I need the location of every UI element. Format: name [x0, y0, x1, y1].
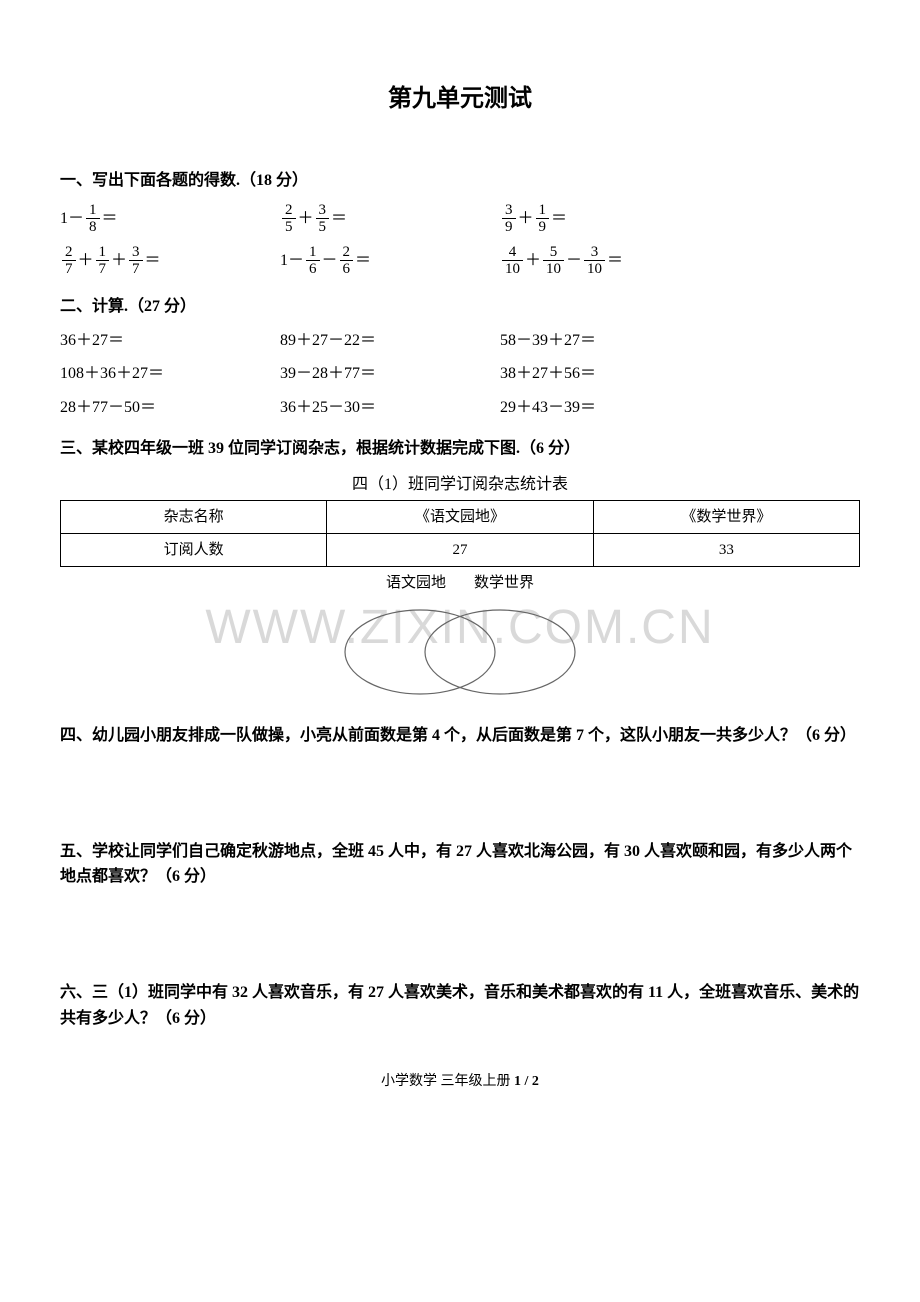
page-footer: 小学数学 三年级上册 1 / 2	[60, 1071, 860, 1093]
venn-left-ellipse	[345, 610, 495, 694]
s2-cell: 89＋27－22＝	[280, 328, 500, 354]
table-cell: 《语文园地》	[327, 500, 593, 533]
s1-r2-c3: 410＋510－310＝	[500, 244, 720, 278]
footer-subject: 小学数学 三年级上册	[381, 1074, 511, 1089]
s2-cell: 29＋43－39＝	[500, 395, 720, 421]
table-cell: 《数学世界》	[593, 500, 859, 533]
s1-row-2: 27＋17＋37＝ 1－16－26＝ 410＋510－310＝	[60, 244, 860, 278]
s2-cell: 58－39＋27＝	[500, 328, 720, 354]
table-cell: 27	[327, 533, 593, 566]
s2-cell: 39－28＋77＝	[280, 361, 500, 387]
s2-cell: 36＋27＝	[60, 328, 280, 354]
venn-label-right: 数学世界	[474, 571, 534, 595]
venn-diagram	[320, 597, 600, 697]
footer-page-number: 1 / 2	[514, 1074, 539, 1089]
table-row: 杂志名称 《语文园地》 《数学世界》	[61, 500, 860, 533]
page-title: 第九单元测试	[60, 80, 860, 118]
venn-diagram-container: 语文园地 数学世界	[60, 571, 860, 706]
s2-cell: 28＋77－50＝	[60, 395, 280, 421]
table-cell: 订阅人数	[61, 533, 327, 566]
venn-right-ellipse	[425, 610, 575, 694]
s1-r2-c2: 1－16－26＝	[280, 244, 500, 278]
table-caption: 四（1）班同学订阅杂志统计表	[60, 472, 860, 498]
s2-cell: 38＋27＋56＝	[500, 361, 720, 387]
s2-cell: 36＋25－30＝	[280, 395, 500, 421]
section-5-problem: 五、学校让同学们自己确定秋游地点，全班 45 人中，有 27 人喜欢北海公园，有…	[60, 839, 860, 890]
s2-row: 36＋27＝ 89＋27－22＝ 58－39＋27＝	[60, 328, 860, 354]
section-6-problem: 六、三（1）班同学中有 32 人喜欢音乐，有 27 人喜欢美术，音乐和美术都喜欢…	[60, 980, 860, 1031]
s2-row: 28＋77－50＝ 36＋25－30＝ 29＋43－39＝	[60, 395, 860, 421]
subscription-table: 杂志名称 《语文园地》 《数学世界》 订阅人数 27 33	[60, 500, 860, 567]
s1-row-1: 1－18＝ 25＋35＝ 39＋19＝	[60, 202, 860, 236]
table-row: 订阅人数 27 33	[61, 533, 860, 566]
s1-r1-c2: 25＋35＝	[280, 202, 500, 236]
expr-text: 1	[60, 210, 68, 227]
s1-r2-c1: 27＋17＋37＝	[60, 244, 280, 278]
section-1-header: 一、写出下面各题的得数.（18 分）	[60, 168, 860, 194]
table-cell: 33	[593, 533, 859, 566]
s2-cell: 108＋36＋27＝	[60, 361, 280, 387]
section-3-header: 三、某校四年级一班 39 位同学订阅杂志，根据统计数据完成下图.（6 分）	[60, 436, 860, 462]
table-cell: 杂志名称	[61, 500, 327, 533]
page-content: 第九单元测试 一、写出下面各题的得数.（18 分） 1－18＝ 25＋35＝ 3…	[60, 80, 860, 1094]
s2-row: 108＋36＋27＝ 39－28＋77＝ 38＋27＋56＝	[60, 361, 860, 387]
venn-labels: 语文园地 数学世界	[60, 571, 860, 595]
section-4-problem: 四、幼儿园小朋友排成一队做操，小亮从前面数是第 4 个，从后面数是第 7 个，这…	[60, 723, 860, 749]
section-2-header: 二、计算.（27 分）	[60, 294, 860, 320]
s1-r1-c1: 1－18＝	[60, 202, 280, 236]
venn-label-left: 语文园地	[386, 571, 446, 595]
s1-r1-c3: 39＋19＝	[500, 202, 720, 236]
